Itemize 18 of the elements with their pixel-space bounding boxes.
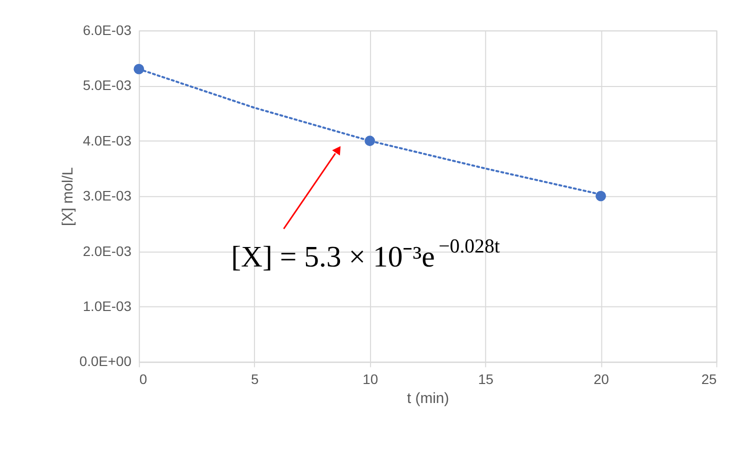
y-tick-label: 5.0E-03 <box>82 77 132 94</box>
y-tick-label: 3.0E-03 <box>82 188 132 204</box>
y-tick-label: 1.0E-03 <box>82 298 132 314</box>
y-tick-label: 4.0E-03 <box>82 132 132 148</box>
x-tick-label: 0 <box>139 371 148 388</box>
point <box>134 64 144 74</box>
x-tick-label: 10 <box>362 371 378 388</box>
y-axis-title: [X] mol/L <box>60 167 76 226</box>
point <box>596 190 606 202</box>
y-tick-label: 0.0E+00 <box>79 353 132 370</box>
y-tick-label: 6.0E-03 <box>82 22 132 38</box>
y-tick-label: 2.0E-03 <box>82 242 132 259</box>
x-tick-label: 20 <box>594 371 610 388</box>
x-tick-label: 5 <box>251 371 259 388</box>
x-tick-label: 15 <box>478 371 494 388</box>
point <box>364 136 376 146</box>
x-axis-title: t (min) <box>406 390 450 407</box>
x-tick-label: 25 <box>701 371 718 388</box>
